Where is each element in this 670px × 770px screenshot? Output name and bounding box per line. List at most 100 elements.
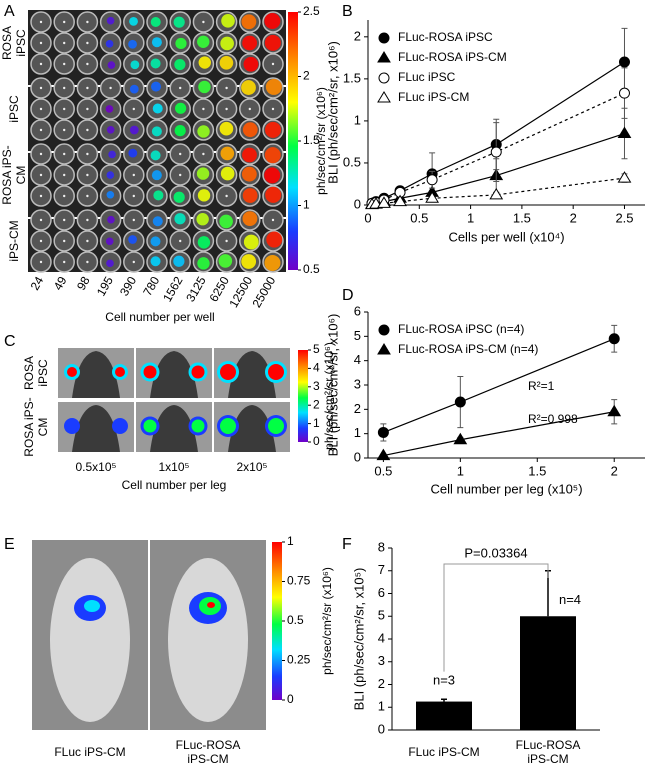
speck <box>86 128 89 132</box>
mouse-body <box>50 558 130 722</box>
signal <box>129 84 139 94</box>
column-label: 25000 <box>250 274 279 310</box>
mouse-body <box>150 351 198 398</box>
point <box>618 56 630 68</box>
column-label: 24 <box>28 274 47 293</box>
signal <box>150 150 161 161</box>
signal <box>264 34 281 51</box>
signal <box>220 166 235 181</box>
signal <box>153 190 164 201</box>
y-tick-label: 6 <box>378 585 385 600</box>
point <box>490 146 502 158</box>
legend-marker <box>378 324 390 336</box>
point <box>426 174 438 186</box>
y-tick-label: 2 <box>354 28 361 43</box>
mouse-body <box>72 351 120 398</box>
signal <box>105 40 114 48</box>
speck <box>86 173 89 177</box>
colorbar-tick-label: 2 <box>313 397 320 411</box>
y-tick-label: 0 <box>354 449 361 464</box>
speck <box>132 107 135 111</box>
speck <box>179 86 182 90</box>
colorbar-tick-label: 0 <box>287 692 294 706</box>
signal <box>150 256 161 267</box>
legend-label: FLuc iPSC <box>398 70 456 84</box>
error-bar <box>441 698 447 702</box>
annotation: n=4 <box>559 592 581 607</box>
significance-bracket <box>443 563 549 672</box>
legend-marker <box>377 91 391 103</box>
speck <box>39 239 43 243</box>
speck <box>39 128 43 132</box>
panel-label: B <box>342 3 353 20</box>
signal <box>108 150 116 159</box>
x-tick-label: 1 <box>467 210 474 225</box>
annotation: n=3 <box>433 673 455 688</box>
speck <box>39 218 43 222</box>
column-label: 2x10⁵ <box>237 460 268 474</box>
speck <box>86 86 89 90</box>
point <box>608 333 620 345</box>
colorbar-tick-label: 3 <box>313 379 320 393</box>
speck <box>62 173 66 177</box>
signal <box>219 121 234 136</box>
signal <box>106 259 114 268</box>
y-tick-label: 1 <box>378 699 385 714</box>
x-tick-label: FLuc iPS-CM <box>408 745 480 759</box>
speck <box>39 107 43 111</box>
y-tick-label: 3 <box>354 376 361 391</box>
legend-marker <box>377 343 391 355</box>
colorbar-tick-label: 0.5 <box>303 262 320 276</box>
signal <box>219 214 233 229</box>
panel-label: E <box>4 536 15 553</box>
colorbar-tick-label: 0.75 <box>287 574 311 588</box>
signal <box>220 146 235 161</box>
signal <box>264 167 281 184</box>
speck <box>86 152 89 156</box>
speck <box>39 41 43 45</box>
speck <box>271 62 275 66</box>
row-label: ROSA iPS-CM <box>22 397 50 457</box>
speck <box>39 86 43 90</box>
column-label: FLuc-ROSA iPS-CM <box>175 738 241 766</box>
signal <box>106 171 115 179</box>
point <box>376 448 391 461</box>
colorbar-tick-label: 0.5 <box>287 613 304 627</box>
column-label: FLuc iPS-CM <box>54 745 126 759</box>
speck <box>271 218 275 222</box>
y-tick-label: 4 <box>378 630 385 645</box>
x-axis-label: Cell number per well <box>105 310 214 324</box>
signal-inner <box>220 418 236 434</box>
signal <box>151 37 162 48</box>
x-axis-label: Cells per well (x10⁴) <box>448 229 564 244</box>
colorbar-label: ph/sec/cm²/sr (x10⁶) <box>314 87 328 195</box>
signal <box>219 55 234 70</box>
speck <box>62 86 66 90</box>
point <box>617 171 632 183</box>
x-tick-label: 2.5 <box>615 210 633 225</box>
y-tick-label: 3 <box>378 653 385 668</box>
y-tick-label: 1 <box>354 112 361 127</box>
column-label: 1x10⁵ <box>159 460 190 474</box>
signal-inner <box>191 419 205 433</box>
colorbar-tick-label: 1.5 <box>303 133 320 147</box>
signal <box>242 35 258 51</box>
colorbar-tick-label: 1 <box>303 198 310 212</box>
speck <box>39 260 43 264</box>
speck <box>86 239 89 243</box>
signal <box>105 237 114 246</box>
speck <box>86 62 89 66</box>
speck <box>62 218 66 222</box>
speck <box>39 152 43 156</box>
row-label: ROSA iPSC <box>22 356 50 391</box>
speck <box>39 194 43 198</box>
speck <box>86 260 89 264</box>
bar <box>520 616 576 730</box>
signal <box>241 14 257 30</box>
column-label: 3125 <box>183 274 209 304</box>
signal <box>242 211 258 227</box>
x-tick-label: 1.5 <box>513 210 531 225</box>
colorbar-tick-label: 4 <box>313 361 320 375</box>
signal <box>128 148 138 158</box>
